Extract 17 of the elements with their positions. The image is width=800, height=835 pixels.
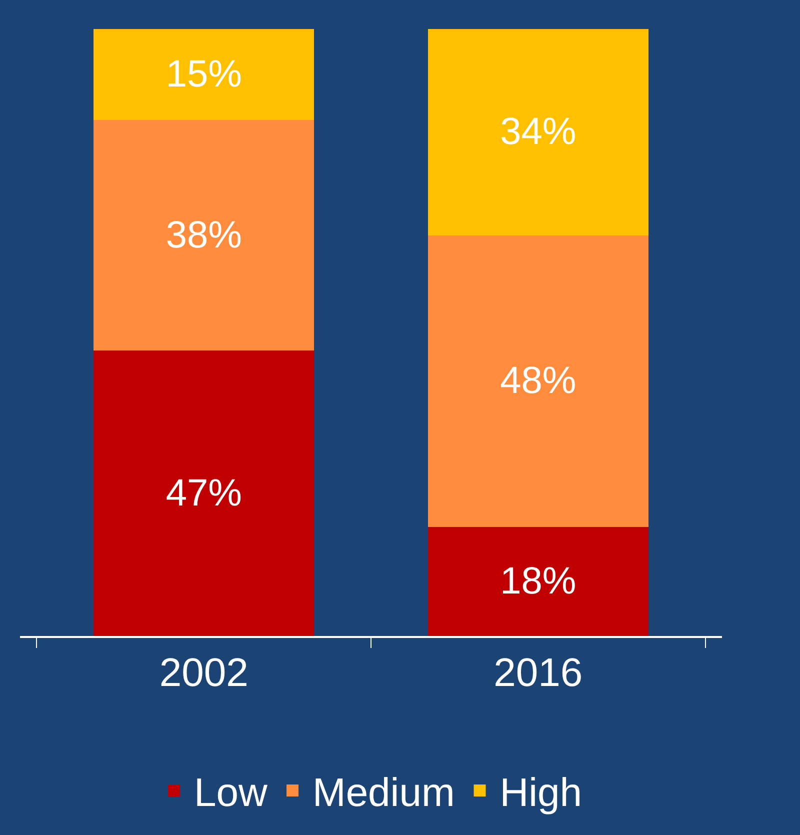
bar [94,29,314,120]
bar [428,29,648,236]
data-label: 47% [166,472,242,514]
data-label: 38% [166,214,242,256]
bar [428,235,648,527]
data-label: 18% [500,560,576,602]
legend-label: Low [194,771,268,816]
data-label: 48% [500,360,576,402]
bar [428,526,648,636]
x-tick-label: 2002 [159,651,248,695]
x-tick-label: 2016 [494,651,583,695]
data-label: 15% [166,54,242,96]
bar [94,120,314,351]
bar [94,350,314,636]
data-label: 34% [500,111,576,154]
legend-label: Medium [312,771,455,816]
legend-label: High [500,771,582,816]
